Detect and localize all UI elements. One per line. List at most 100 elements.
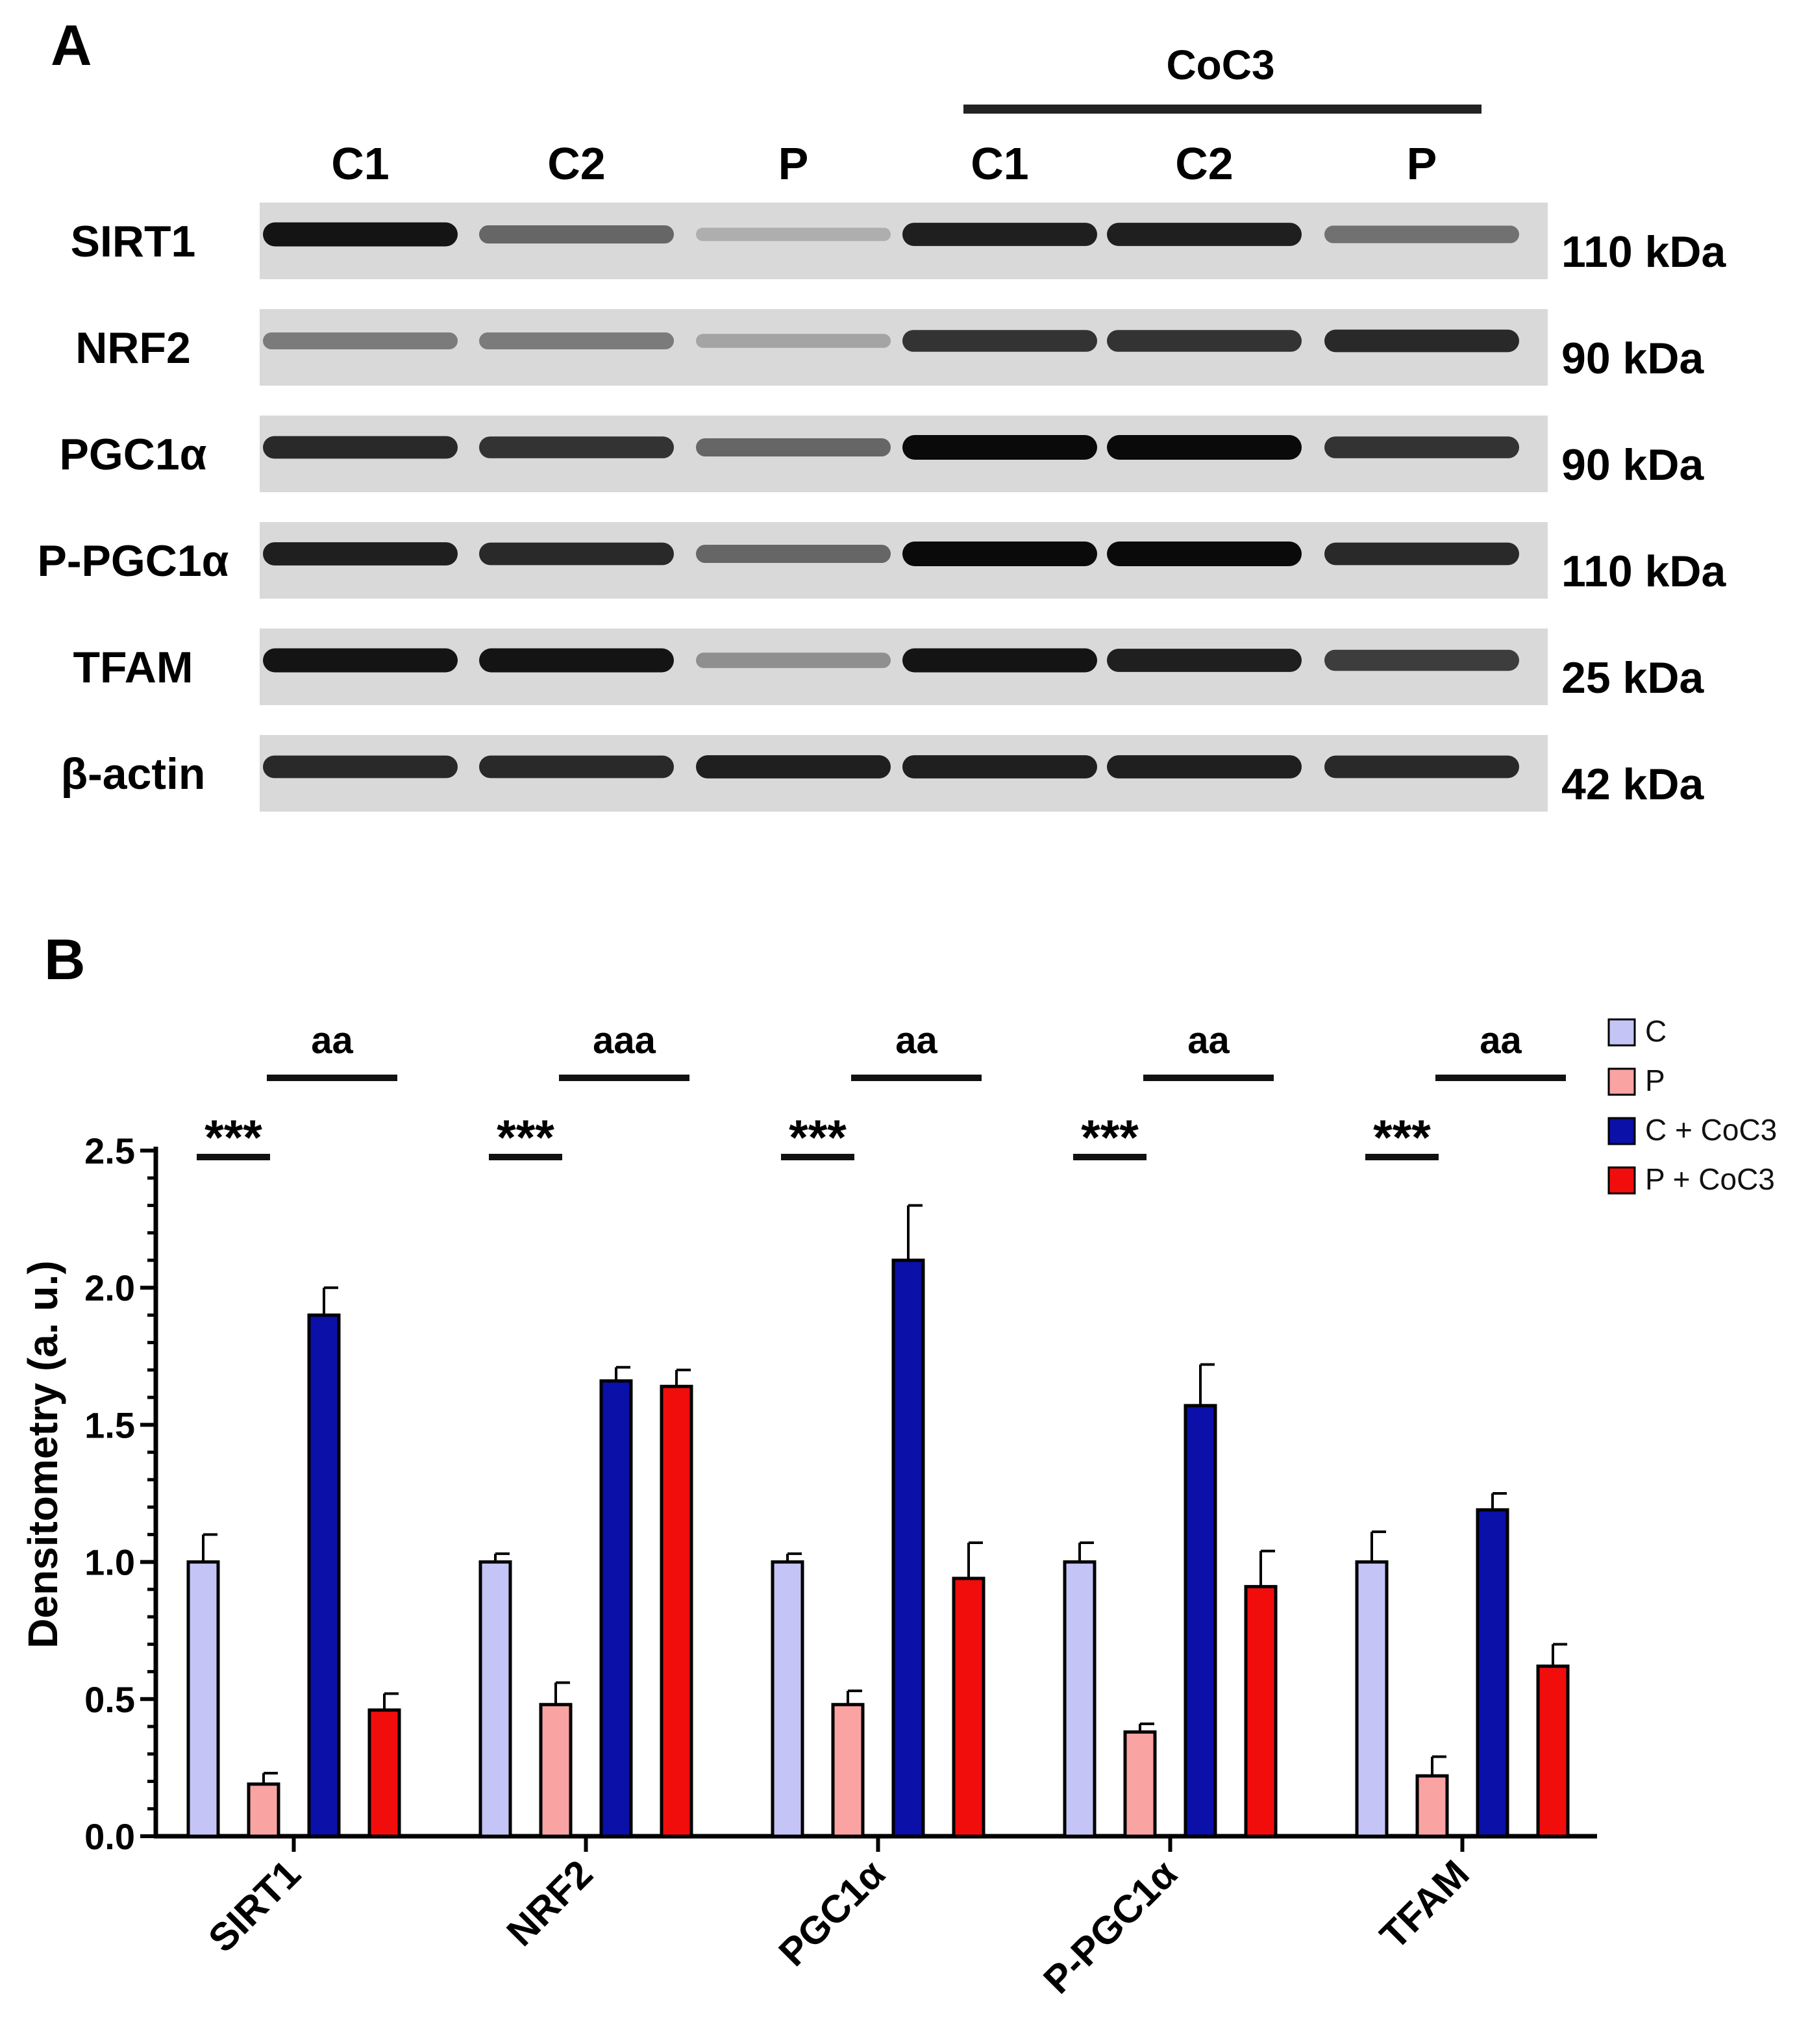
significance-stars: *** bbox=[205, 1110, 262, 1165]
blot-protein-label: NRF2 bbox=[75, 323, 191, 373]
legend-label: P bbox=[1645, 1064, 1665, 1097]
bar bbox=[1536, 1664, 1570, 1838]
blot-band bbox=[1107, 542, 1302, 566]
blot-band bbox=[263, 436, 458, 459]
significance-stars: *** bbox=[497, 1110, 554, 1165]
bar bbox=[891, 1258, 925, 1838]
blot-band bbox=[263, 222, 458, 247]
blot-row: TFAM 25 kDa bbox=[73, 629, 1704, 705]
blot-band bbox=[479, 542, 674, 566]
blot-band bbox=[1107, 649, 1302, 672]
blot-band bbox=[479, 332, 674, 349]
blot-band bbox=[902, 648, 1097, 673]
blot-row: PGC1α 90 kDa bbox=[60, 416, 1704, 492]
blot-band bbox=[1324, 542, 1519, 566]
lane-label: C2 bbox=[1175, 138, 1233, 189]
bar bbox=[1355, 1560, 1389, 1838]
blot-band bbox=[479, 648, 674, 673]
blot-band bbox=[479, 225, 674, 244]
blot-band bbox=[1107, 330, 1302, 352]
bar bbox=[307, 1313, 341, 1838]
x-tick-label: PGC1α bbox=[771, 1852, 893, 1975]
x-tick-label: TFAM bbox=[1372, 1852, 1478, 1958]
legend-item: P bbox=[1607, 1064, 1665, 1097]
bar bbox=[367, 1708, 401, 1838]
blot-band bbox=[1107, 223, 1302, 246]
blot-weight-label: 110 kDa bbox=[1561, 547, 1727, 596]
blot-protein-label: P-PGC1α bbox=[38, 536, 229, 586]
blot-band bbox=[263, 332, 458, 349]
legend-swatch bbox=[1607, 1166, 1636, 1195]
blot-weight-label: 25 kDa bbox=[1561, 653, 1704, 703]
blot-band bbox=[902, 542, 1097, 566]
bar bbox=[1063, 1560, 1097, 1838]
significance-letters: aaa bbox=[593, 1019, 656, 1062]
blot-band bbox=[696, 755, 891, 779]
legend-label: C + CoC3 bbox=[1645, 1113, 1777, 1147]
y-tick-label: 1.0 bbox=[84, 1542, 135, 1583]
lane-label: P bbox=[778, 138, 809, 189]
blot-band bbox=[263, 755, 458, 779]
legend-label: P + CoC3 bbox=[1645, 1162, 1775, 1196]
x-tick-label: NRF2 bbox=[499, 1852, 601, 1954]
significance-letters: aa bbox=[895, 1019, 937, 1062]
bar bbox=[539, 1702, 573, 1838]
blot-row: P-PGC1α 110 kDa bbox=[38, 522, 1727, 599]
bar bbox=[478, 1560, 512, 1838]
blot-band bbox=[263, 542, 458, 566]
legend-item: P + CoC3 bbox=[1607, 1162, 1775, 1196]
bar bbox=[247, 1782, 280, 1838]
blot-band bbox=[1324, 329, 1519, 353]
blot-band bbox=[696, 544, 891, 564]
x-tick-label: SIRT1 bbox=[200, 1852, 309, 1961]
legend-swatch bbox=[1607, 1018, 1636, 1047]
blot-protein-label: PGC1α bbox=[60, 430, 207, 479]
blot-band bbox=[263, 648, 458, 673]
significance-stars: *** bbox=[1373, 1110, 1431, 1165]
significance-letters: aa bbox=[1187, 1019, 1230, 1062]
coc3-group-label: CoC3 bbox=[1166, 42, 1274, 88]
legend-label: C bbox=[1645, 1014, 1667, 1048]
blot-band bbox=[902, 330, 1097, 352]
blot-band bbox=[696, 438, 891, 457]
blot-row: SIRT1 110 kDa bbox=[71, 203, 1727, 279]
bar bbox=[1415, 1774, 1449, 1838]
bar bbox=[831, 1702, 865, 1838]
blot-band bbox=[902, 435, 1097, 460]
significance-stars: *** bbox=[789, 1110, 847, 1165]
blot-weight-label: 42 kDa bbox=[1561, 760, 1704, 809]
blot-weight-label: 90 kDa bbox=[1561, 334, 1704, 383]
blot-band bbox=[1324, 225, 1519, 243]
bar bbox=[1184, 1404, 1217, 1838]
y-tick-label: 2.5 bbox=[84, 1130, 135, 1171]
blot-band bbox=[1324, 649, 1519, 671]
legend-item: C bbox=[1607, 1014, 1667, 1048]
blot-band bbox=[696, 227, 891, 242]
blot-protein-label: TFAM bbox=[73, 643, 193, 692]
blot-protein-label: β-actin bbox=[61, 749, 206, 799]
y-tick-label: 0.0 bbox=[84, 1816, 135, 1857]
blot-row: NRF2 90 kDa bbox=[75, 309, 1704, 386]
blot-weight-label: 90 kDa bbox=[1561, 440, 1704, 490]
x-tick-label: P-PGC1α bbox=[1035, 1852, 1185, 2002]
significance-letters: aa bbox=[311, 1019, 353, 1062]
legend-swatch bbox=[1607, 1117, 1636, 1145]
bar bbox=[771, 1560, 804, 1838]
blot-band bbox=[1107, 435, 1302, 460]
bar bbox=[599, 1379, 633, 1838]
blot-band bbox=[902, 223, 1097, 246]
blot-band bbox=[696, 334, 891, 348]
bar bbox=[186, 1560, 220, 1838]
blot-weight-label: 110 kDa bbox=[1561, 227, 1727, 277]
significance-stars: *** bbox=[1081, 1110, 1139, 1165]
bar bbox=[660, 1384, 693, 1838]
y-tick-label: 1.5 bbox=[84, 1404, 135, 1445]
bar bbox=[952, 1577, 986, 1838]
blot-band bbox=[479, 755, 674, 779]
legend-swatch bbox=[1607, 1067, 1636, 1096]
significance-letters: aa bbox=[1480, 1019, 1522, 1062]
legend-item: C + CoC3 bbox=[1607, 1113, 1777, 1147]
lane-label: C2 bbox=[547, 138, 605, 189]
blot-band bbox=[1107, 755, 1302, 779]
